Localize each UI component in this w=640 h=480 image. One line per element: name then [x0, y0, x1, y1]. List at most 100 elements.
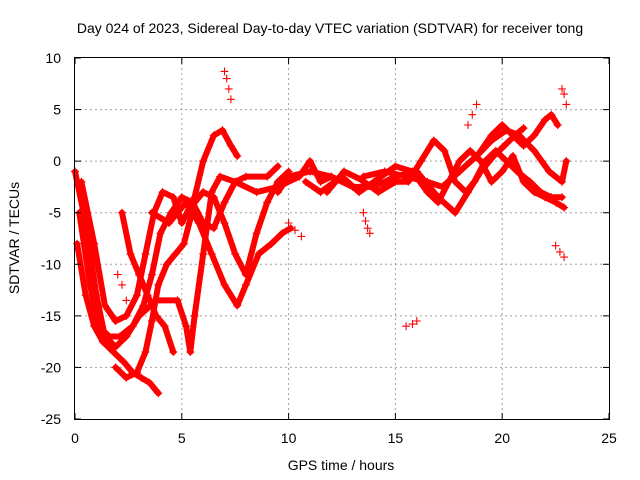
data-point	[147, 270, 156, 279]
data-point	[440, 146, 449, 155]
series-line	[148, 199, 294, 309]
data-point	[481, 157, 490, 166]
data-point	[408, 320, 417, 329]
data-point	[226, 95, 235, 104]
x-tick-label: 10	[281, 430, 297, 446]
data-point	[327, 172, 336, 181]
data-point	[491, 146, 500, 155]
data-point	[141, 347, 150, 357]
data-point	[171, 249, 180, 259]
data-point	[402, 322, 411, 331]
data-point	[137, 373, 146, 382]
chart-title: Day 024 of 2023, Sidereal Day-to-day VTE…	[77, 20, 583, 36]
data-point	[487, 177, 496, 186]
data-point	[551, 241, 560, 250]
data-point	[290, 226, 300, 235]
data-point	[438, 182, 447, 191]
data-point	[105, 332, 114, 341]
y-tick-label: -15	[41, 308, 61, 324]
series-cluster-6	[463, 100, 481, 130]
series-cluster-8	[113, 270, 131, 305]
data-point	[85, 280, 95, 289]
series-cluster-4	[551, 241, 569, 262]
data-point	[224, 84, 233, 93]
data-point	[423, 177, 432, 186]
data-point	[126, 249, 135, 259]
data-point	[147, 208, 156, 217]
data-point	[369, 177, 379, 186]
data-point	[416, 157, 426, 166]
data-point	[547, 110, 556, 119]
data-point	[305, 157, 315, 166]
data-point	[305, 167, 315, 176]
data-point	[158, 188, 167, 197]
data-point	[252, 188, 261, 197]
data-point	[231, 177, 240, 186]
data-point	[190, 311, 199, 320]
data-point	[186, 347, 195, 357]
data-point	[301, 177, 310, 186]
data-point	[160, 322, 169, 331]
y-tick-label: -5	[49, 205, 62, 221]
data-point	[139, 301, 148, 310]
data-point	[391, 177, 400, 186]
x-tick-label: 0	[71, 430, 79, 446]
data-point	[423, 188, 432, 197]
data-point	[145, 378, 154, 387]
series-track-a	[70, 157, 336, 357]
data-point	[252, 229, 261, 238]
plot-frame	[74, 57, 610, 420]
data-point	[557, 84, 567, 93]
data-point	[455, 167, 464, 176]
data-point	[154, 389, 163, 398]
data-point	[233, 151, 242, 161]
data-point	[508, 131, 517, 140]
data-point	[182, 322, 191, 331]
data-point	[463, 120, 473, 130]
series-line	[74, 240, 162, 397]
data-point	[359, 172, 368, 181]
x-axis-label: GPS time / hours	[288, 457, 395, 473]
data-point	[429, 136, 438, 145]
data-point	[122, 373, 131, 382]
x-tick-label: 25	[601, 430, 617, 446]
data-point	[220, 280, 229, 289]
data-point	[263, 172, 272, 181]
data-point	[226, 141, 235, 150]
data-point	[179, 239, 188, 248]
data-point	[498, 120, 507, 130]
data-point	[164, 218, 174, 228]
y-tick-label: -20	[41, 359, 61, 375]
data-point	[199, 249, 208, 259]
data-point	[122, 311, 131, 320]
data-point	[297, 232, 306, 241]
data-point	[81, 291, 90, 300]
data-point	[167, 208, 176, 217]
data-point	[209, 193, 218, 202]
y-tick-label: -10	[41, 256, 61, 272]
data-point	[120, 358, 129, 367]
data-point	[128, 322, 137, 331]
data-point	[284, 218, 293, 228]
data-point	[547, 193, 556, 202]
data-point	[391, 162, 400, 171]
data-point	[154, 280, 163, 289]
grid-lines	[75, 58, 609, 419]
data-point	[519, 124, 528, 133]
data-point	[117, 280, 127, 289]
data-point	[502, 157, 511, 166]
data-point	[374, 188, 383, 197]
data-point	[455, 157, 464, 166]
data-point	[560, 253, 569, 262]
data-point	[472, 100, 481, 109]
data-point	[141, 249, 150, 259]
x-tick-label: 15	[388, 430, 404, 446]
y-tick-label: -25	[41, 411, 61, 427]
data-point	[540, 115, 549, 124]
data-point	[143, 291, 152, 300]
data-point	[113, 270, 122, 279]
data-point	[169, 193, 178, 202]
data-point	[461, 188, 470, 197]
data-point	[122, 296, 131, 305]
data-point	[412, 316, 421, 326]
